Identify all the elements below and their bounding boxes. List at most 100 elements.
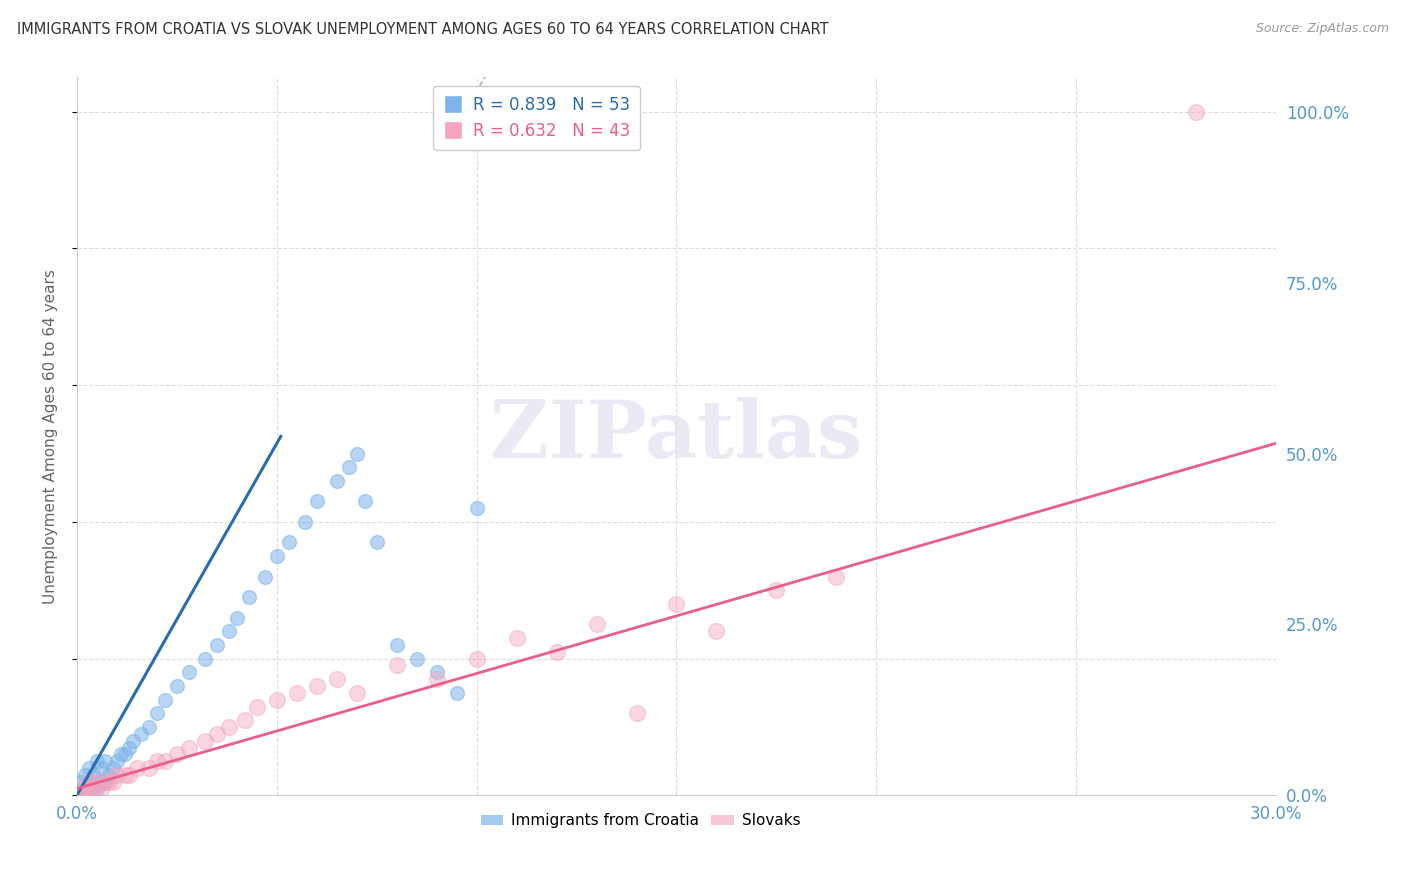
- Point: [70, 781, 93, 796]
- Point: [90, 781, 112, 796]
- Point: [129, 727, 152, 741]
- Point: [546, 645, 568, 659]
- Point: [72, 789, 94, 803]
- Point: [194, 651, 217, 665]
- Point: [465, 651, 488, 665]
- Point: [67, 789, 90, 803]
- Point: [166, 679, 188, 693]
- Point: [346, 686, 368, 700]
- Point: [153, 692, 176, 706]
- Point: [294, 515, 316, 529]
- Point: [77, 774, 100, 789]
- Point: [114, 768, 136, 782]
- Point: [82, 781, 104, 796]
- Point: [218, 624, 240, 639]
- Point: [86, 754, 108, 768]
- Legend: Immigrants from Croatia, Slovaks: Immigrants from Croatia, Slovaks: [474, 807, 807, 834]
- Point: [205, 638, 228, 652]
- Point: [325, 474, 347, 488]
- Point: [246, 699, 269, 714]
- Point: [73, 789, 96, 803]
- Text: Source: ZipAtlas.com: Source: ZipAtlas.com: [1256, 22, 1389, 36]
- Point: [225, 610, 247, 624]
- Point: [125, 761, 148, 775]
- Point: [285, 686, 308, 700]
- Point: [73, 781, 96, 796]
- Point: [366, 535, 388, 549]
- Point: [446, 686, 468, 700]
- Point: [337, 460, 360, 475]
- Point: [765, 583, 787, 598]
- Point: [77, 774, 100, 789]
- Point: [101, 774, 124, 789]
- Point: [305, 494, 328, 508]
- Point: [177, 740, 200, 755]
- Point: [146, 706, 169, 721]
- Point: [194, 733, 217, 747]
- Point: [94, 754, 117, 768]
- Point: [118, 740, 141, 755]
- Point: [277, 535, 299, 549]
- Point: [825, 569, 848, 583]
- Point: [70, 774, 93, 789]
- Point: [266, 549, 288, 563]
- Point: [706, 624, 728, 639]
- Point: [70, 789, 93, 803]
- Point: [77, 781, 100, 796]
- Point: [233, 713, 256, 727]
- Point: [73, 768, 96, 782]
- Point: [82, 768, 104, 782]
- Point: [73, 781, 96, 796]
- Point: [346, 446, 368, 460]
- Y-axis label: Unemployment Among Ages 60 to 64 years: Unemployment Among Ages 60 to 64 years: [44, 269, 58, 604]
- Point: [305, 679, 328, 693]
- Point: [94, 774, 117, 789]
- Point: [626, 706, 648, 721]
- Point: [110, 747, 132, 762]
- Point: [325, 672, 347, 686]
- Point: [253, 569, 276, 583]
- Point: [94, 774, 117, 789]
- Point: [238, 590, 260, 604]
- Point: [86, 781, 108, 796]
- Point: [86, 774, 108, 789]
- Point: [90, 774, 112, 789]
- Point: [77, 781, 100, 796]
- Point: [405, 651, 427, 665]
- Point: [146, 754, 169, 768]
- Point: [101, 761, 124, 775]
- Point: [385, 638, 408, 652]
- Point: [105, 754, 128, 768]
- Point: [585, 617, 607, 632]
- Point: [426, 665, 449, 680]
- Point: [138, 720, 160, 734]
- Point: [73, 789, 96, 803]
- Point: [70, 781, 93, 796]
- Point: [97, 774, 120, 789]
- Point: [82, 781, 104, 796]
- Point: [385, 658, 408, 673]
- Point: [77, 761, 100, 775]
- Point: [665, 597, 688, 611]
- Point: [353, 494, 375, 508]
- Point: [97, 768, 120, 782]
- Point: [90, 761, 112, 775]
- Point: [138, 761, 160, 775]
- Point: [114, 747, 136, 762]
- Point: [426, 672, 449, 686]
- Text: IMMIGRANTS FROM CROATIA VS SLOVAK UNEMPLOYMENT AMONG AGES 60 TO 64 YEARS CORRELA: IMMIGRANTS FROM CROATIA VS SLOVAK UNEMPL…: [17, 22, 828, 37]
- Point: [218, 720, 240, 734]
- Point: [1185, 104, 1208, 119]
- Point: [266, 692, 288, 706]
- Text: ZIPatlas: ZIPatlas: [491, 398, 863, 475]
- Point: [465, 501, 488, 516]
- Point: [166, 747, 188, 762]
- Point: [105, 768, 128, 782]
- Point: [205, 727, 228, 741]
- Point: [118, 768, 141, 782]
- Point: [86, 774, 108, 789]
- Point: [70, 789, 93, 803]
- Point: [177, 665, 200, 680]
- Point: [505, 631, 527, 645]
- Point: [153, 754, 176, 768]
